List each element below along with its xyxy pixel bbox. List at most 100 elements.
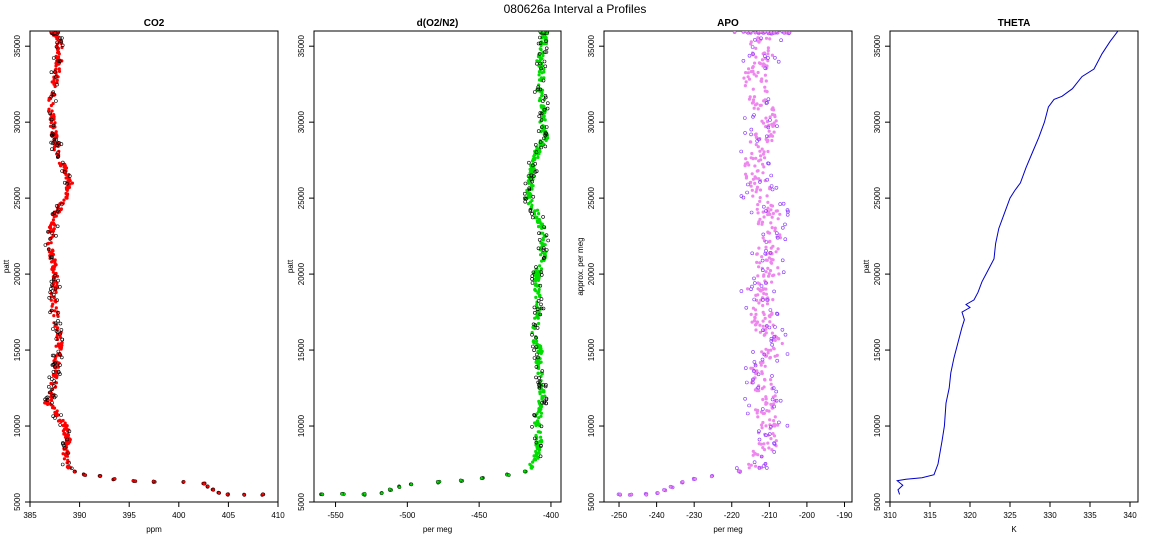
data-point [756,145,760,149]
data-point-outline [65,437,69,442]
data-point [766,206,770,210]
data-point [534,295,538,299]
data-point [62,198,66,202]
data-point-outline [60,169,64,173]
data-point-outline [770,342,774,347]
data-point [537,321,541,326]
data-point-outline [537,52,542,56]
data-point-outline [764,240,769,244]
data-point-outline [543,144,548,149]
data-point-outline [532,310,537,315]
data-point [744,176,749,180]
data-point-outline [541,78,546,83]
data-point [761,303,765,308]
data-point-outline [55,143,60,147]
data-point [752,72,756,76]
data-point-outline [764,248,768,253]
data-point-outline [777,420,781,425]
data-point-outline [49,377,54,381]
y-tick-label: 35000 [587,35,596,58]
data-point [764,292,769,296]
data-point-outline [769,173,774,178]
data-point-outline [539,424,544,429]
data-point [50,260,54,264]
data-point-outline [52,379,57,383]
data-point [772,419,776,423]
x-tick-label: 400 [172,511,186,520]
data-point-outline [763,433,768,438]
data-point [764,79,768,83]
data-point-outline [539,66,543,71]
data-point-outline [43,243,48,247]
data-point [539,267,544,271]
tail-point [522,469,527,474]
y-tick-label: 10000 [873,414,882,437]
data-point [747,462,751,466]
data-point-outline [58,423,63,427]
data-point [532,158,536,162]
data-point-outline [539,306,544,311]
data-point-outline [523,199,528,204]
data-point [764,347,768,351]
data-point [51,282,56,286]
data-point-outline [536,129,541,133]
data-point-outline [734,466,739,470]
y-tick-label: 5000 [587,493,596,511]
data-point [539,76,544,80]
data-point [533,421,537,425]
data-point-outline [761,204,766,209]
data-point [54,67,58,71]
data-point [762,273,766,277]
data-point-outline [53,75,58,79]
x-tick-label: -550 [328,511,345,520]
data-point-outline [767,432,772,436]
data-point-outline [51,370,56,374]
x-tick-label: -200 [799,511,816,520]
data-point-outline [541,306,546,311]
data-point [56,342,61,346]
data-point [762,291,766,296]
x-tick-label: 340 [1123,511,1137,520]
data-point [540,250,545,255]
data-point [539,253,543,257]
data-point [732,31,737,34]
data-point-outline [530,332,534,337]
data-point-outline [760,258,765,263]
data-point [537,64,541,68]
data-point-outline [769,339,774,343]
data-point-outline [530,215,535,220]
data-point-outline [536,87,540,91]
data-point [58,335,62,339]
panel-3: APO -250 -240 -230 -220 -210 -200 -190 5000 10000… [576,18,853,534]
data-point-outline [540,99,545,103]
data-point-outline [783,222,787,227]
data-point [754,156,758,160]
data-point-outline [743,366,748,370]
data-point [760,350,764,354]
data-point [49,103,54,108]
data-point-outline [50,134,55,138]
data-point [766,31,770,34]
data-point [535,59,539,63]
data-point [539,411,544,415]
tail-point [98,474,102,479]
data-point-outline [766,56,770,60]
data-point [539,414,543,418]
data-point-outline [780,258,785,263]
data-point-outline [50,212,55,216]
data-point [541,143,545,147]
data-point-outline [66,451,71,455]
data-point-outline [746,182,750,187]
data-point [761,360,765,364]
data-point-outline [527,160,531,165]
data-point [747,77,752,81]
data-point [744,31,749,34]
data-point [756,453,760,457]
data-point-outline [537,114,542,119]
y-tick-label: 30000 [587,110,596,133]
tail-point [211,488,216,492]
data-point [767,274,771,278]
data-point [770,331,775,335]
data-point [772,130,776,134]
tail-point [387,487,392,492]
